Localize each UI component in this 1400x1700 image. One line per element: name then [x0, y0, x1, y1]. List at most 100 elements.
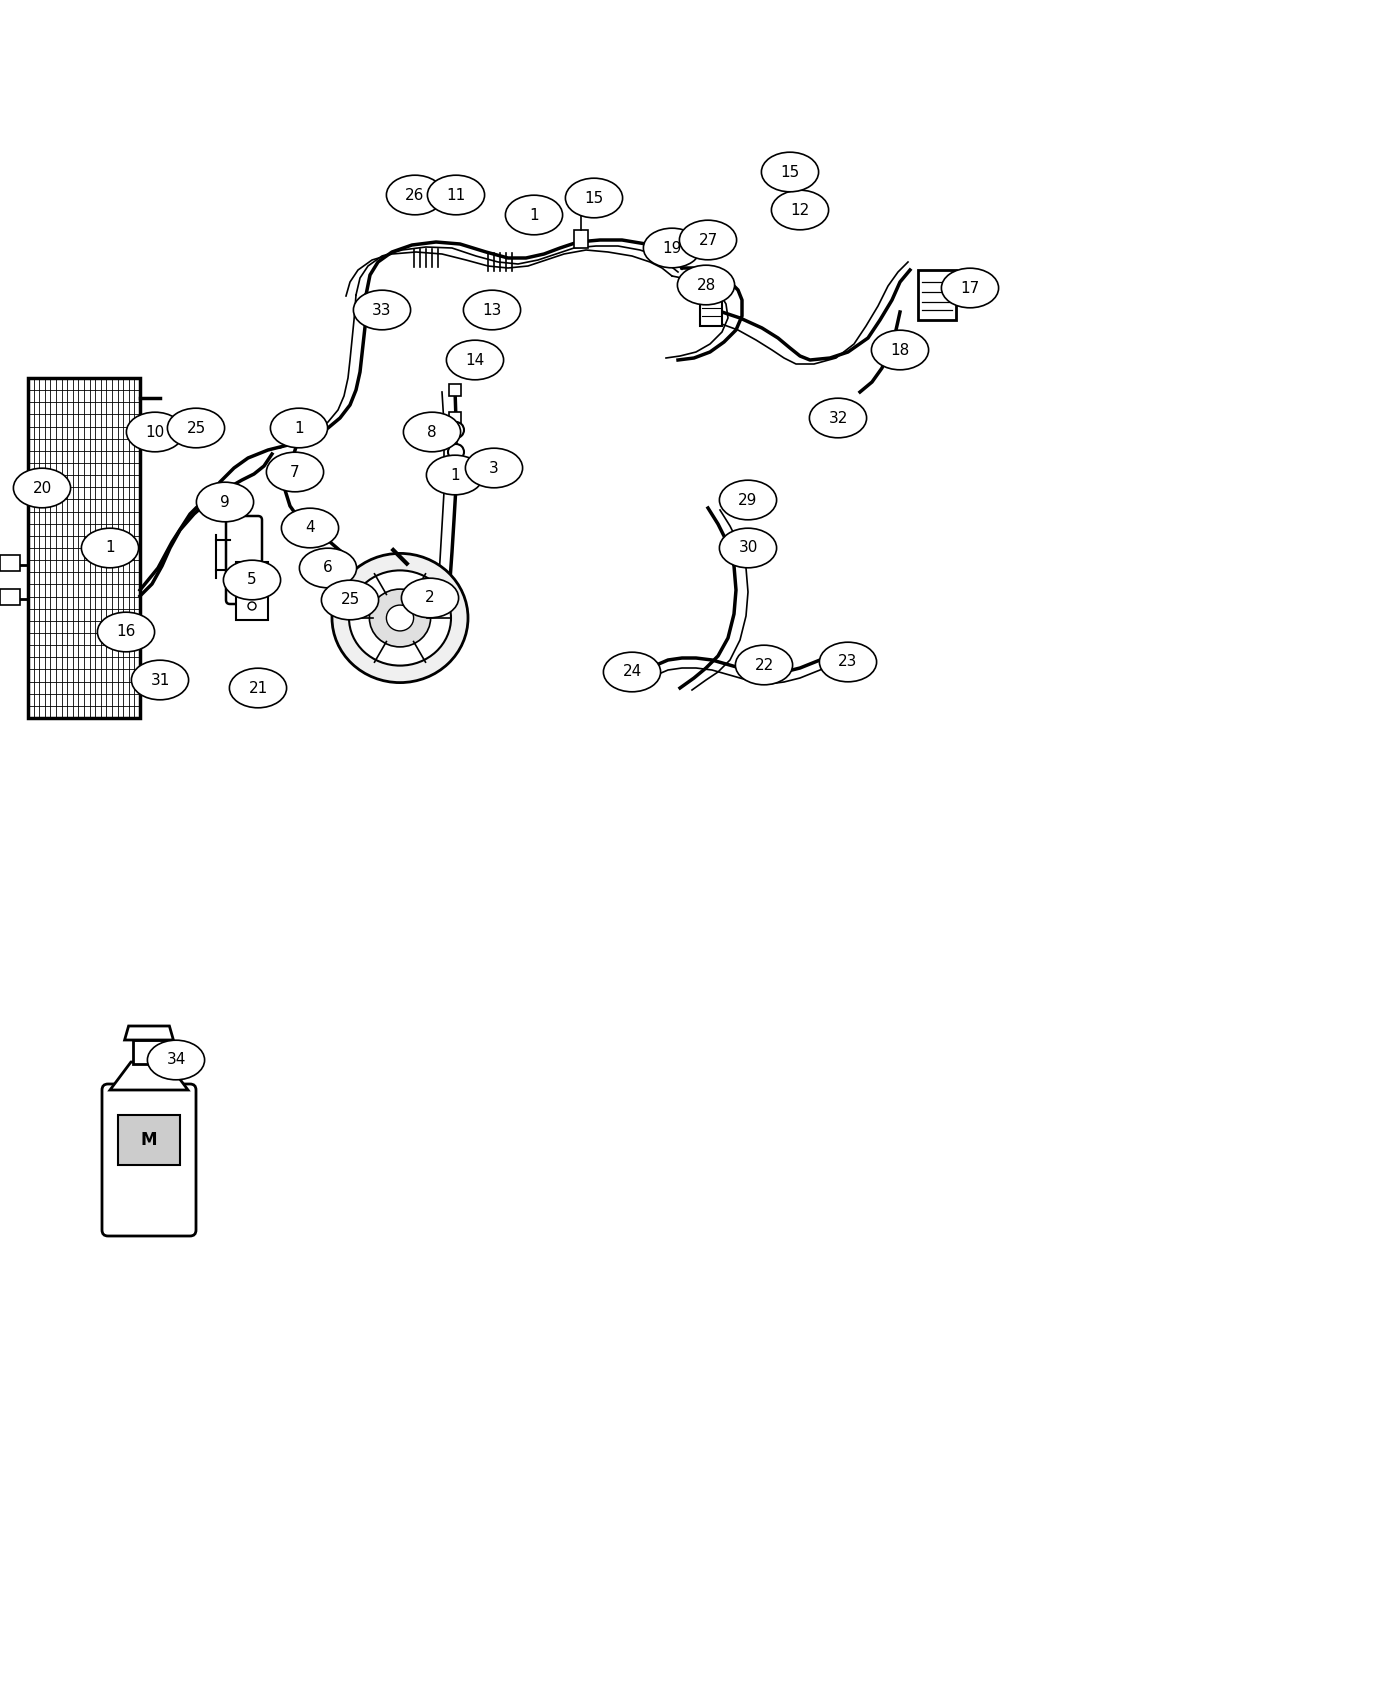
Text: 27: 27 [699, 233, 718, 248]
Ellipse shape [771, 190, 829, 230]
Ellipse shape [224, 561, 280, 600]
Ellipse shape [349, 571, 451, 666]
Text: 8: 8 [427, 425, 437, 440]
Ellipse shape [168, 408, 224, 447]
Text: 3: 3 [489, 461, 498, 476]
Text: 5: 5 [248, 573, 256, 588]
Text: 26: 26 [406, 187, 424, 202]
FancyBboxPatch shape [225, 517, 262, 604]
Polygon shape [111, 1062, 188, 1090]
Text: 10: 10 [146, 425, 165, 440]
Polygon shape [125, 1027, 174, 1040]
Ellipse shape [402, 578, 459, 617]
FancyBboxPatch shape [102, 1085, 196, 1236]
Text: 28: 28 [696, 277, 715, 292]
Ellipse shape [332, 554, 468, 683]
Ellipse shape [566, 178, 623, 218]
Circle shape [248, 570, 256, 578]
Ellipse shape [370, 590, 431, 648]
Ellipse shape [679, 221, 736, 260]
Bar [574, 230, 588, 248]
Text: 1: 1 [105, 541, 115, 556]
Text: 1: 1 [529, 207, 539, 223]
Text: 25: 25 [186, 420, 206, 435]
Text: 29: 29 [738, 493, 757, 508]
Ellipse shape [14, 468, 70, 508]
Bar [700, 287, 722, 326]
Text: 34: 34 [167, 1052, 186, 1068]
Text: 25: 25 [340, 593, 360, 607]
Ellipse shape [386, 175, 444, 214]
Ellipse shape [447, 340, 504, 379]
Bar [28, 377, 140, 717]
Text: 17: 17 [960, 280, 980, 296]
Text: 18: 18 [890, 342, 910, 357]
Text: 15: 15 [780, 165, 799, 180]
Ellipse shape [322, 580, 378, 620]
Text: 1: 1 [294, 420, 304, 435]
Bar [449, 384, 461, 396]
Ellipse shape [98, 612, 154, 651]
Text: 2: 2 [426, 590, 435, 605]
Text: 13: 13 [483, 303, 501, 318]
Bar [237, 563, 267, 620]
Ellipse shape [941, 269, 998, 308]
Ellipse shape [281, 508, 339, 547]
Text: 12: 12 [791, 202, 809, 218]
Ellipse shape [809, 398, 867, 439]
Ellipse shape [463, 291, 521, 330]
Ellipse shape [720, 479, 777, 520]
Bar [449, 411, 461, 423]
Text: 4: 4 [305, 520, 315, 536]
Circle shape [448, 422, 463, 439]
Text: 30: 30 [738, 541, 757, 556]
Bar [918, 270, 956, 320]
Bar [0, 588, 20, 605]
Ellipse shape [403, 411, 461, 452]
Text: 20: 20 [32, 481, 52, 495]
Ellipse shape [230, 668, 287, 707]
Ellipse shape [266, 452, 323, 491]
Text: 1: 1 [451, 468, 459, 483]
Ellipse shape [300, 547, 357, 588]
Text: 15: 15 [584, 190, 603, 206]
Ellipse shape [132, 660, 189, 700]
Circle shape [448, 444, 463, 461]
Ellipse shape [735, 646, 792, 685]
Text: 32: 32 [829, 410, 847, 425]
Text: 22: 22 [755, 658, 774, 673]
Text: 31: 31 [150, 673, 169, 687]
Ellipse shape [427, 175, 484, 214]
Ellipse shape [720, 529, 777, 568]
Ellipse shape [644, 228, 700, 269]
Text: 7: 7 [290, 464, 300, 479]
Circle shape [248, 586, 256, 593]
Bar [753, 661, 767, 677]
Ellipse shape [871, 330, 928, 371]
Text: M: M [141, 1130, 157, 1149]
Ellipse shape [762, 153, 819, 192]
Text: 11: 11 [447, 187, 466, 202]
Circle shape [328, 554, 351, 578]
Ellipse shape [603, 653, 661, 692]
Ellipse shape [126, 411, 183, 452]
Bar [118, 1115, 181, 1164]
Circle shape [248, 602, 256, 610]
Text: 16: 16 [116, 624, 136, 639]
Bar [133, 1040, 165, 1064]
Ellipse shape [465, 449, 522, 488]
Ellipse shape [819, 643, 876, 682]
Ellipse shape [81, 529, 139, 568]
Text: 6: 6 [323, 561, 333, 576]
Text: 19: 19 [662, 240, 682, 255]
Text: 14: 14 [465, 352, 484, 367]
Ellipse shape [427, 456, 483, 495]
Ellipse shape [353, 291, 410, 330]
Ellipse shape [505, 196, 563, 235]
Ellipse shape [678, 265, 735, 304]
Text: 24: 24 [623, 665, 641, 680]
Text: 33: 33 [372, 303, 392, 318]
Ellipse shape [386, 605, 413, 631]
Ellipse shape [196, 483, 253, 522]
Ellipse shape [270, 408, 328, 447]
